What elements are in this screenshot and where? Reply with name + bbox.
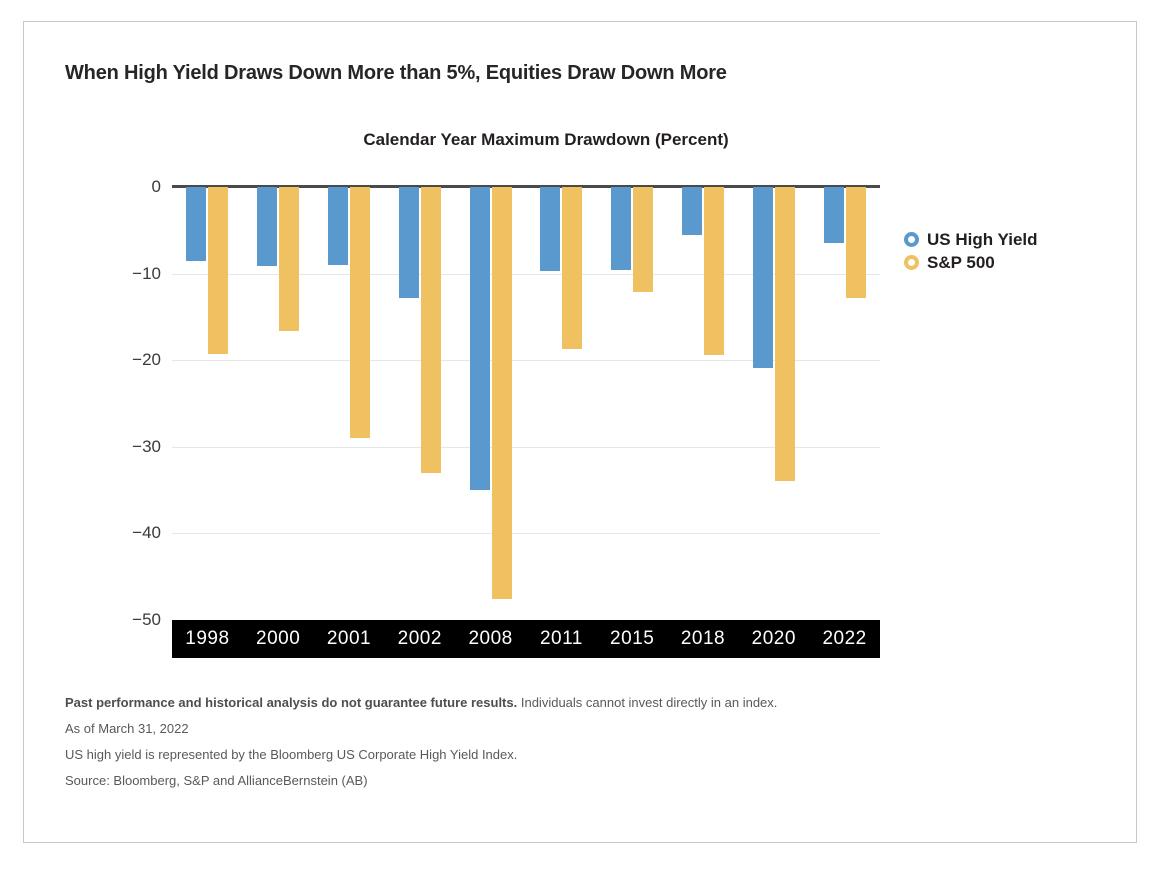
gridline bbox=[172, 533, 880, 535]
bar-s-p-500-2015 bbox=[633, 187, 654, 292]
bar-us-high-yield-2015 bbox=[611, 187, 632, 271]
footnote-index-definition: US high yield is represented by the Bloo… bbox=[65, 747, 518, 762]
x-tick-2001: 2001 bbox=[326, 628, 372, 649]
legend-label: S&P 500 bbox=[927, 252, 995, 272]
footnote-as-of-date: As of March 31, 2022 bbox=[65, 721, 189, 736]
page-title: When High Yield Draws Down More than 5%,… bbox=[65, 62, 727, 84]
chart-legend: US High Yield S&P 500 bbox=[904, 228, 1038, 274]
bar-s-p-500-2020 bbox=[774, 187, 795, 481]
footnotes: Past performance and historical analysis… bbox=[65, 690, 777, 794]
y-tick-10: −10 bbox=[132, 263, 161, 283]
x-tick-2002: 2002 bbox=[397, 628, 442, 649]
chart-subtitle: Calendar Year Maximum Drawdown (Percent) bbox=[363, 130, 729, 149]
x-tick-2015: 2015 bbox=[610, 628, 655, 649]
x-tick-2022: 2022 bbox=[822, 628, 867, 649]
bar-s-p-500-2000 bbox=[279, 187, 300, 331]
y-tick-20: −20 bbox=[132, 350, 161, 370]
gridline bbox=[172, 273, 880, 275]
legend-ring-icon bbox=[904, 255, 919, 270]
footnote-source: Source: Bloomberg, S&P and AllianceBerns… bbox=[65, 773, 368, 788]
y-tick-0: 0 bbox=[151, 177, 161, 196]
gridline bbox=[172, 446, 880, 448]
bar-s-p-500-2011 bbox=[562, 187, 583, 349]
gridline bbox=[172, 360, 880, 362]
legend-item-sp500: S&P 500 bbox=[904, 251, 1038, 274]
bar-s-p-500-2022 bbox=[845, 187, 866, 298]
chart-plot-area bbox=[172, 185, 880, 620]
x-tick-1998: 1998 bbox=[185, 628, 230, 649]
bar-us-high-yield-2002 bbox=[398, 187, 419, 298]
x-tick-2018: 2018 bbox=[680, 628, 726, 649]
y-tick-40: −40 bbox=[132, 523, 161, 543]
x-tick-2008: 2008 bbox=[468, 628, 513, 649]
bar-s-p-500-2018 bbox=[704, 187, 724, 355]
bar-us-high-yield-2020 bbox=[752, 187, 773, 368]
bar-s-p-500-1998 bbox=[208, 187, 229, 355]
legend-label: US High Yield bbox=[927, 229, 1038, 249]
y-tick-30: −30 bbox=[132, 436, 161, 456]
bar-us-high-yield-2008 bbox=[469, 187, 490, 491]
legend-ring-icon bbox=[904, 232, 919, 247]
bar-s-p-500-2008 bbox=[491, 187, 512, 600]
x-axis-band: 1998 2000 2001 2002 2008 2011 2015 2018 2020 2022 bbox=[172, 620, 880, 658]
x-tick-2000: 2000 bbox=[256, 628, 301, 649]
footnote-disclaimer: Past performance and historical analysis… bbox=[65, 695, 778, 710]
y-axis-labels: 0 −10 −20 −30 −40 −50 bbox=[96, 177, 161, 647]
bar-us-high-yield-2000 bbox=[257, 187, 278, 266]
y-tick-50: −50 bbox=[132, 610, 161, 629]
bar-us-high-yield-2018 bbox=[682, 187, 702, 235]
chart-card: When High Yield Draws Down More than 5%,… bbox=[23, 21, 1137, 843]
x-tick-2020: 2020 bbox=[751, 628, 796, 649]
bar-us-high-yield-2001 bbox=[328, 187, 348, 265]
bar-us-high-yield-2011 bbox=[540, 187, 561, 271]
legend-item-us-high-yield: US High Yield bbox=[904, 228, 1038, 251]
bar-us-high-yield-1998 bbox=[186, 187, 207, 261]
bar-us-high-yield-2022 bbox=[823, 187, 844, 244]
x-tick-2011: 2011 bbox=[539, 628, 583, 649]
bar-s-p-500-2001 bbox=[350, 187, 370, 439]
bar-s-p-500-2002 bbox=[420, 187, 441, 473]
zero-baseline bbox=[172, 185, 880, 188]
